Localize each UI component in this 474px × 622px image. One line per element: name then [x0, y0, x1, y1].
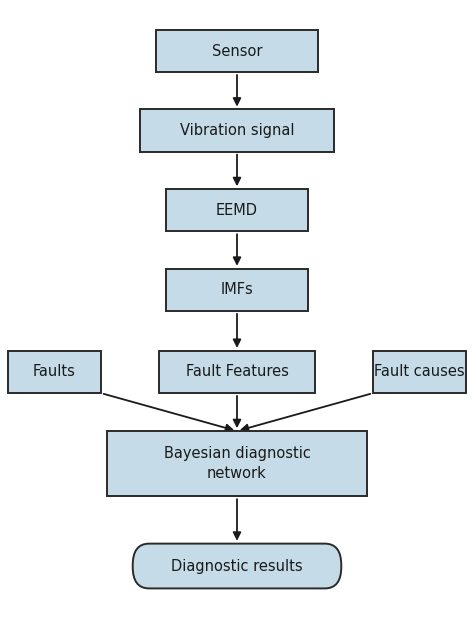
- FancyBboxPatch shape: [159, 351, 315, 393]
- Text: Fault causes: Fault causes: [374, 364, 465, 379]
- FancyBboxPatch shape: [373, 351, 465, 393]
- FancyBboxPatch shape: [166, 189, 308, 231]
- FancyBboxPatch shape: [156, 30, 318, 72]
- Text: Diagnostic results: Diagnostic results: [171, 559, 303, 573]
- Text: EEMD: EEMD: [216, 203, 258, 218]
- FancyBboxPatch shape: [133, 544, 341, 588]
- Text: Fault Features: Fault Features: [185, 364, 289, 379]
- Text: Sensor: Sensor: [212, 44, 262, 58]
- FancyBboxPatch shape: [107, 430, 367, 496]
- Text: Vibration signal: Vibration signal: [180, 123, 294, 138]
- Text: IMFs: IMFs: [220, 282, 254, 297]
- FancyBboxPatch shape: [140, 109, 334, 152]
- FancyBboxPatch shape: [8, 351, 100, 393]
- Text: Bayesian diagnostic
network: Bayesian diagnostic network: [164, 446, 310, 481]
- FancyBboxPatch shape: [166, 269, 308, 311]
- Text: Faults: Faults: [33, 364, 76, 379]
